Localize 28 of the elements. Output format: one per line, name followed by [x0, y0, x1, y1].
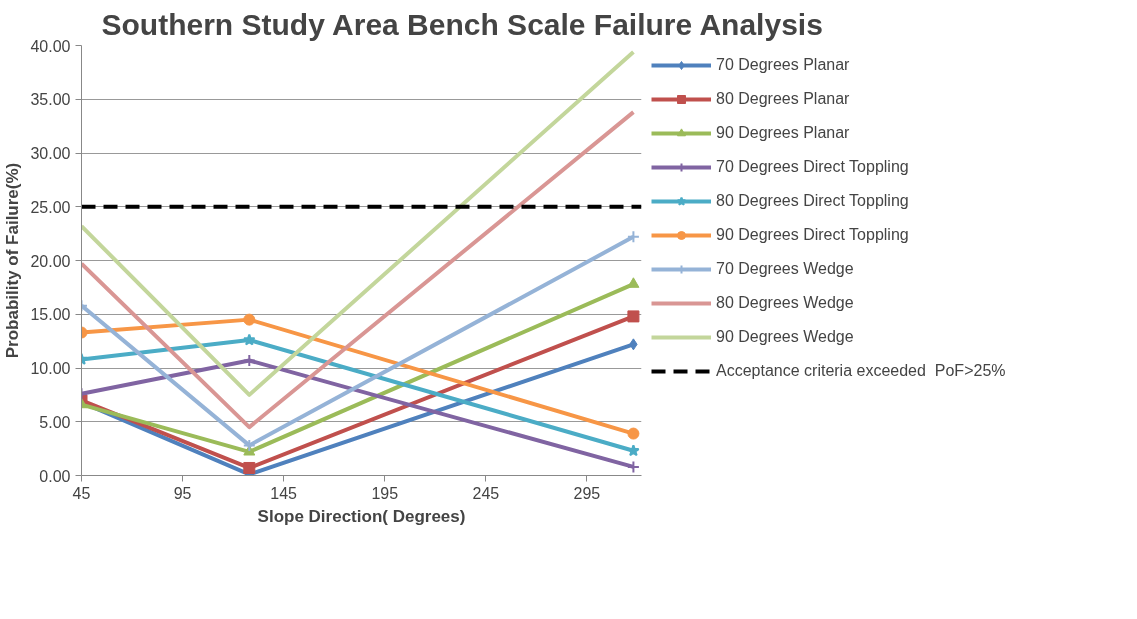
y-axis-title: Probability of Failure(%) — [3, 162, 23, 359]
y-tick-label: 35.00 — [30, 91, 71, 109]
chart-title: Southern Study Area Bench Scale Failure Analysis — [101, 7, 823, 41]
y-tick-label: 40.00 — [30, 37, 71, 55]
legend-label: 90 Degrees Planar — [716, 123, 850, 143]
legend-label: 80 Degrees Planar — [716, 89, 850, 109]
x-tick-label: 145 — [270, 484, 298, 502]
x-tick-label: 95 — [173, 484, 192, 502]
x-axis-title: Slope Direction( Degrees) — [257, 506, 466, 526]
x-tick-label: 295 — [573, 484, 601, 502]
legend-label: 80 Degrees Wedge — [716, 293, 854, 313]
x-tick-label: 195 — [371, 484, 399, 502]
y-tick-label: 30.00 — [30, 145, 71, 162]
legend-label: 90 Degrees Wedge — [716, 327, 854, 347]
legend-label: 70 Degrees Planar — [716, 55, 850, 75]
y-tick-label: 25.00 — [30, 198, 71, 216]
legend-label: 90 Degrees Direct Toppling — [716, 225, 909, 245]
legend-label: 80 Degrees Direct Toppling — [716, 191, 909, 211]
legend-label: 70 Degrees Wedge — [716, 259, 854, 279]
legend-label: Acceptance criteria exceeded PoF>25% — [716, 361, 1006, 381]
y-tick-label: 0.00 — [39, 467, 71, 485]
legend-label: 70 Degrees Direct Toppling — [716, 157, 909, 177]
x-tick-label: 45 — [72, 484, 91, 502]
y-tick-label: 10.00 — [30, 360, 71, 377]
y-tick-label: 20.00 — [30, 252, 71, 270]
y-tick-label: 5.00 — [39, 413, 71, 431]
x-tick-label: 245 — [472, 484, 500, 502]
y-tick-label: 15.00 — [30, 306, 71, 324]
